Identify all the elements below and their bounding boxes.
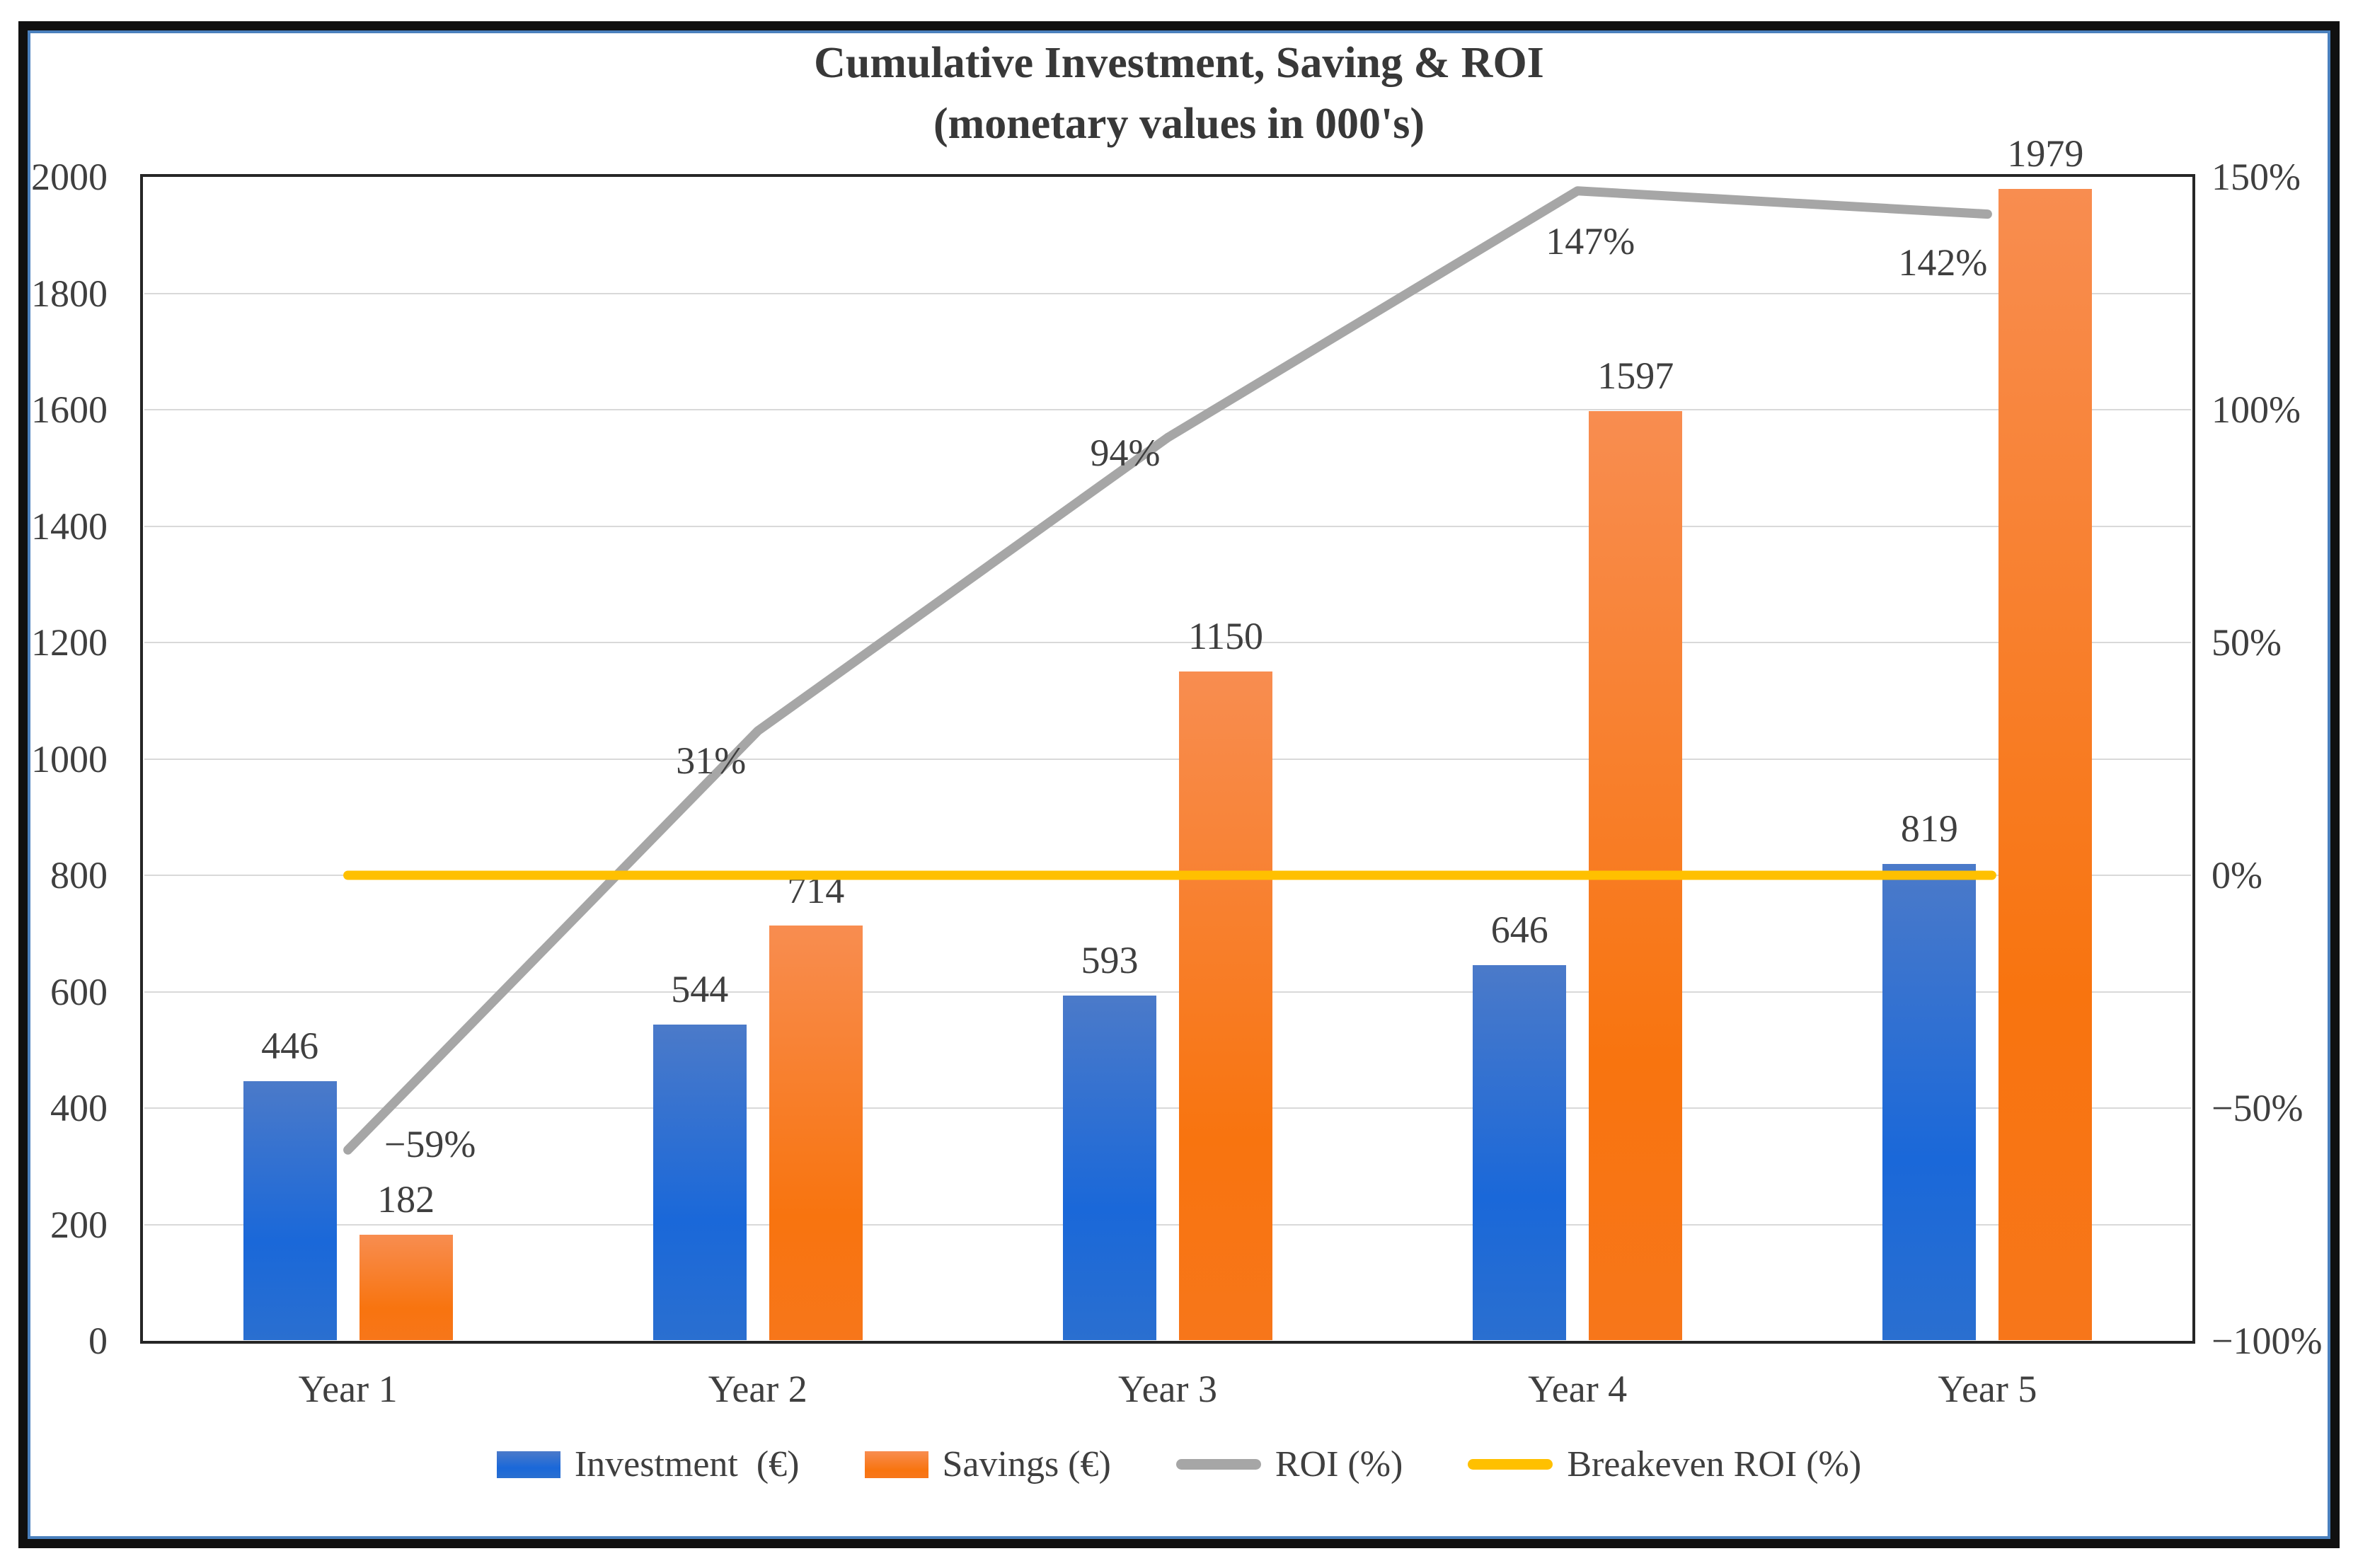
investment-bar	[1882, 864, 1977, 1340]
legend-label-investment: Investment (€)	[574, 1444, 800, 1485]
roi-value-label: −59%	[384, 1123, 476, 1166]
savings-bar	[1998, 189, 2093, 1340]
legend-swatch-roi	[1175, 1459, 1261, 1470]
y-axis-left-tick-label: 0	[88, 1320, 108, 1362]
roi-value-label: 142%	[1898, 241, 1988, 284]
y-axis-left-tick-label: 1000	[31, 737, 108, 780]
investment-value-label: 446	[261, 1025, 319, 1068]
y-axis-left-tick-label: 1800	[31, 272, 108, 315]
savings-bar	[1589, 411, 1683, 1340]
investment-bar	[243, 1081, 337, 1340]
chart-title-block: Cumulative Investment, Saving & ROI (mon…	[0, 33, 2358, 154]
legend-item-breakeven: Breakeven ROI (%)	[1468, 1443, 1861, 1485]
legend-item-savings: Savings (€)	[864, 1443, 1111, 1485]
savings-value-label: 1979	[2007, 132, 2084, 175]
savings-value-label: 1150	[1188, 615, 1263, 658]
gridline	[144, 409, 2191, 410]
legend-swatch-breakeven	[1468, 1459, 1553, 1470]
legend-label-breakeven: Breakeven ROI (%)	[1567, 1444, 1862, 1485]
chart-title: Cumulative Investment, Saving & ROI	[814, 39, 1544, 87]
legend-swatch-savings	[864, 1451, 928, 1478]
y-axis-left-tick-label: 1600	[31, 388, 108, 431]
y-axis-right-tick-label: 150%	[2212, 156, 2301, 198]
y-axis-left-tick-label: 200	[50, 1203, 108, 1246]
investment-bar	[1473, 964, 1567, 1340]
savings-bar	[769, 925, 863, 1340]
x-axis-label: Year 1	[298, 1368, 398, 1410]
y-axis-right-tick-label: 0%	[2212, 854, 2262, 897]
gridline	[144, 525, 2191, 527]
y-axis-left-tick-label: 400	[50, 1087, 108, 1129]
x-axis-label: Year 2	[708, 1368, 807, 1410]
y-axis-right-tick-label: 50%	[2212, 621, 2282, 664]
y-axis-left-tick-label: 800	[50, 854, 108, 897]
y-axis-left-tick-label: 2000	[31, 156, 108, 198]
legend-label-savings: Savings (€)	[942, 1444, 1111, 1485]
roi-value-label: 147%	[1546, 219, 1635, 263]
investment-bar	[652, 1024, 747, 1340]
legend: Investment (€) Savings (€) ROI (%) Breakeve…	[0, 1443, 2358, 1485]
x-axis-label: Year 4	[1528, 1368, 1628, 1410]
roi-value-label: 31%	[676, 739, 747, 783]
gridline	[144, 292, 2191, 294]
y-axis-right-tick-label: 100%	[2212, 388, 2301, 431]
y-axis-right-tick-label: −50%	[2212, 1087, 2304, 1129]
investment-bar	[1063, 996, 1156, 1340]
roi-value-label: 94%	[1090, 432, 1161, 475]
y-axis-left-tick-label: 1400	[31, 505, 108, 548]
savings-value-label: 714	[787, 868, 845, 911]
y-axis-right-tick-label: −100%	[2212, 1320, 2323, 1362]
gridline	[144, 1223, 2191, 1226]
y-axis-left-tick-label: 600	[50, 970, 108, 1013]
legend-item-roi: ROI (%)	[1175, 1443, 1403, 1485]
savings-value-label: 182	[377, 1178, 435, 1221]
x-axis-label: Year 3	[1117, 1368, 1217, 1410]
savings-bar	[359, 1235, 453, 1340]
legend-label-roi: ROI (%)	[1275, 1444, 1403, 1485]
chart-subtitle: (monetary values in 000's)	[933, 100, 1425, 148]
y-axis-left-tick-label: 1200	[31, 621, 108, 664]
x-axis-label: Year 5	[1938, 1368, 2037, 1410]
savings-bar	[1179, 671, 1272, 1340]
legend-swatch-investment	[496, 1451, 560, 1478]
legend-item-investment: Investment (€)	[496, 1443, 800, 1485]
gridline	[144, 758, 2191, 760]
savings-value-label: 1597	[1597, 354, 1674, 398]
